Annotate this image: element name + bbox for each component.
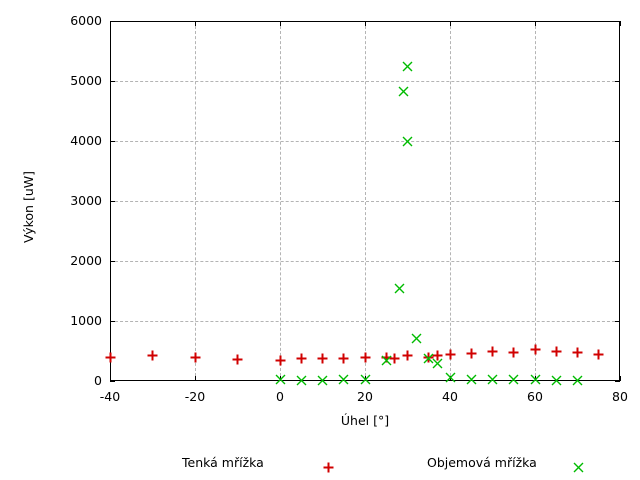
- legend-entry-label: Tenká mřížka: [182, 455, 264, 470]
- x-tick-mark: [535, 21, 536, 26]
- y-tick-mark: [615, 201, 620, 202]
- x-axis-title: Úhel [°]: [340, 413, 390, 428]
- x-tick-mark: [280, 21, 281, 26]
- x-tick-mark: [620, 21, 621, 26]
- x-tick-label: 40: [442, 389, 458, 404]
- x-tick-label: -40: [99, 389, 121, 404]
- y-tick-mark: [110, 261, 115, 262]
- x-tick-mark: [365, 376, 366, 381]
- y-tick-label: 0: [94, 373, 102, 388]
- y-tick-mark: [110, 141, 115, 142]
- plot-area: [110, 21, 620, 381]
- y-tick-mark: [615, 381, 620, 382]
- legend-marker-cross-icon: [573, 458, 584, 472]
- x-tick-mark: [280, 376, 281, 381]
- y-tick-label: 5000: [70, 73, 102, 88]
- y-tick-mark: [110, 381, 115, 382]
- y-tick-label: 2000: [70, 253, 102, 268]
- y-tick-label: 6000: [70, 13, 102, 28]
- x-tick-mark: [365, 21, 366, 26]
- y-tick-mark: [615, 321, 620, 322]
- x-tick-mark: [110, 21, 111, 26]
- y-tick-mark: [615, 141, 620, 142]
- x-tick-mark: [620, 376, 621, 381]
- x-tick-label: 20: [357, 389, 373, 404]
- y-tick-label: 4000: [70, 133, 102, 148]
- x-tick-label: 80: [612, 389, 628, 404]
- y-tick-mark: [110, 201, 115, 202]
- y-tick-mark: [110, 21, 115, 22]
- x-tick-mark: [110, 376, 111, 381]
- y-tick-mark: [110, 321, 115, 322]
- x-tick-label: 60: [527, 389, 543, 404]
- y-tick-mark: [615, 81, 620, 82]
- y-tick-mark: [110, 81, 115, 82]
- x-tick-mark: [535, 376, 536, 381]
- x-tick-mark: [195, 21, 196, 26]
- y-tick-mark: [615, 21, 620, 22]
- y-tick-label: 3000: [70, 193, 102, 208]
- x-tick-mark: [195, 376, 196, 381]
- y-axis-title: Výkon [uW]: [21, 171, 36, 243]
- x-tick-label: 0: [276, 389, 284, 404]
- y-tick-label: 1000: [70, 313, 102, 328]
- legend-entry-label: Objemová mřížka: [427, 455, 537, 470]
- x-tick-mark: [450, 376, 451, 381]
- x-tick-label: -20: [184, 389, 206, 404]
- y-tick-mark: [615, 261, 620, 262]
- legend-marker-plus-icon: [323, 458, 334, 472]
- x-tick-mark: [450, 21, 451, 26]
